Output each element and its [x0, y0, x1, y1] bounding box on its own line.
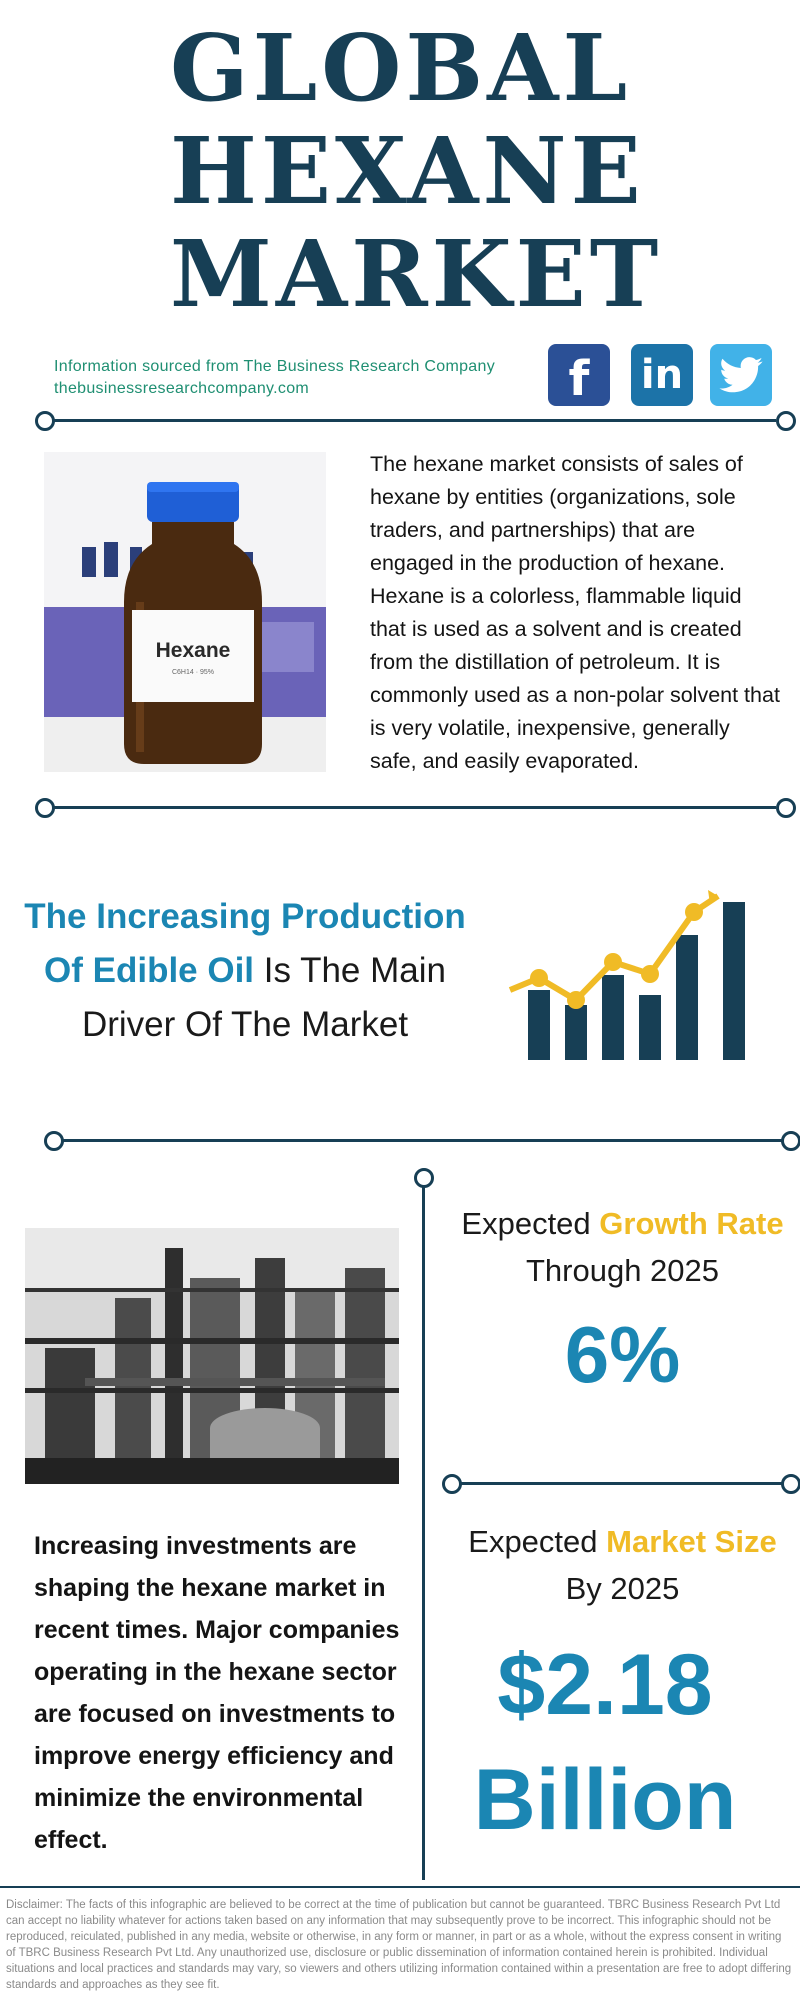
growth-highlight: Growth Rate — [599, 1206, 784, 1241]
divider-dot — [35, 411, 55, 431]
facebook-icon[interactable]: f — [548, 344, 610, 406]
driver-highlight-2: Of Edible Oil — [44, 951, 255, 990]
twitter-bird-icon — [719, 357, 763, 393]
industrial-plant-image — [25, 1228, 399, 1484]
size-suffix: By 2025 — [565, 1571, 680, 1606]
divider-dot — [781, 1474, 800, 1494]
driver-text-2: Driver Of The Market — [81, 1005, 409, 1044]
source-line: Information sourced from The Business Re… — [54, 358, 495, 375]
divider-line — [52, 806, 776, 809]
linkedin-icon[interactable]: in — [631, 344, 693, 406]
footer-divider — [0, 1886, 800, 1888]
title-line-global: GLOBAL — [170, 14, 632, 122]
facebook-glyph: f — [568, 351, 590, 407]
bottle-sublabel: C6H14 · 95% — [172, 669, 214, 676]
source-info: Information sourced from The Business Re… — [54, 356, 495, 400]
market-description: The hexane market consists of sales of h… — [370, 452, 780, 773]
growth-rate-value: 6% — [564, 1310, 681, 1399]
hexane-bottle-image: Hexane C6H14 · 95% — [44, 452, 326, 772]
size-prefix: Expected — [468, 1524, 607, 1559]
driver-text-1: Is The Main — [254, 951, 446, 990]
disclaimer: Disclaimer: The facts of this infographi… — [6, 1899, 792, 1991]
source-url[interactable]: thebusinessresearchcompany.com — [54, 380, 310, 397]
divider-dot — [776, 411, 796, 431]
market-size-unit: Billion — [473, 1752, 737, 1848]
growth-rate-heading: Expected Growth Rate Through 2025 — [450, 1200, 795, 1294]
divider-dot — [44, 1131, 64, 1151]
size-highlight: Market Size — [606, 1524, 777, 1559]
title-line-market: MARKET — [170, 220, 663, 328]
divider-dot — [781, 1131, 800, 1151]
divider-dot — [35, 798, 55, 818]
bottle-label: Hexane — [156, 639, 231, 662]
linkedin-glyph: in — [640, 352, 684, 398]
growth-prefix: Expected — [461, 1206, 600, 1241]
vertical-divider — [422, 1180, 425, 1880]
divider-line — [52, 419, 776, 422]
divider-line — [60, 1139, 793, 1142]
title-line-hexane: HEXANE — [170, 117, 645, 225]
divider-dot — [776, 798, 796, 818]
growth-chart-icon — [508, 890, 748, 1065]
vertical-divider-dot — [414, 1168, 434, 1188]
market-size-value: $2.18 — [497, 1637, 713, 1733]
investment-text: Increasing investments are shaping the h… — [34, 1532, 400, 1854]
divider-dot — [442, 1474, 462, 1494]
divider-line — [460, 1482, 782, 1485]
twitter-icon[interactable] — [710, 344, 772, 406]
market-driver: The Increasing Production Of Edible Oil … — [10, 890, 480, 1052]
driver-highlight-1: The Increasing Production — [24, 897, 466, 936]
growth-suffix: Through 2025 — [525, 1253, 720, 1288]
market-size-heading: Expected Market Size By 2025 — [450, 1518, 795, 1612]
